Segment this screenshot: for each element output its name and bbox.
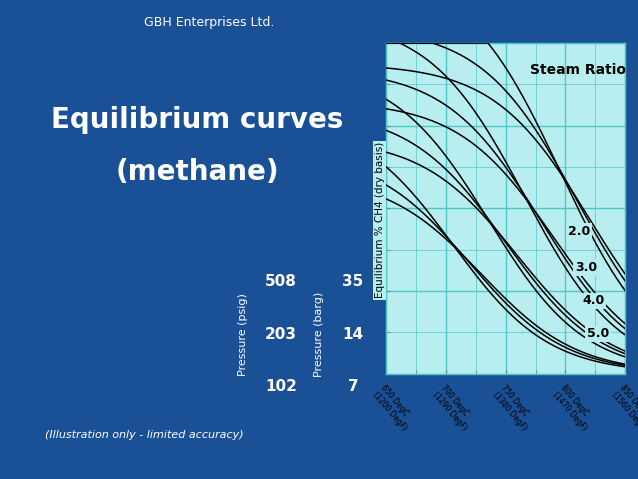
Text: Pressure (psig): Pressure (psig): [238, 293, 248, 376]
Text: 650 DegC
(1200 DegF): 650 DegC (1200 DegF): [371, 384, 417, 432]
Text: 800 DegC
(1470 DegF): 800 DegC (1470 DegF): [551, 384, 596, 433]
Text: 3.0: 3.0: [575, 262, 597, 274]
Text: GBH Enterprises Ltd.: GBH Enterprises Ltd.: [144, 16, 274, 29]
Text: Equilibrium curves: Equilibrium curves: [51, 105, 344, 134]
Text: (Illustration only - limited accuracy): (Illustration only - limited accuracy): [45, 430, 244, 440]
Text: Pressure (barg): Pressure (barg): [314, 292, 324, 377]
Text: 2.0: 2.0: [568, 225, 590, 238]
Text: 203: 203: [265, 327, 297, 342]
Text: 102: 102: [265, 379, 297, 395]
Text: 700 DegC
(1290 DegF): 700 DegC (1290 DegF): [431, 384, 476, 432]
Text: 7: 7: [348, 379, 359, 395]
Text: 5.0: 5.0: [587, 328, 609, 341]
Text: 35: 35: [343, 274, 364, 289]
Text: 750 DegC
(1380 DegF): 750 DegC (1380 DegF): [491, 384, 536, 432]
Text: 508: 508: [265, 274, 297, 289]
Text: 4.0: 4.0: [582, 295, 604, 308]
Text: (methane): (methane): [115, 158, 279, 186]
Text: Equilibrium % CH4 (dry basis): Equilibrium % CH4 (dry basis): [375, 142, 385, 298]
Text: 14: 14: [343, 327, 364, 342]
Text: 850 DegC
(1560 DegF): 850 DegC (1560 DegF): [611, 384, 638, 433]
Text: Steam Ratio: Steam Ratio: [530, 63, 625, 77]
